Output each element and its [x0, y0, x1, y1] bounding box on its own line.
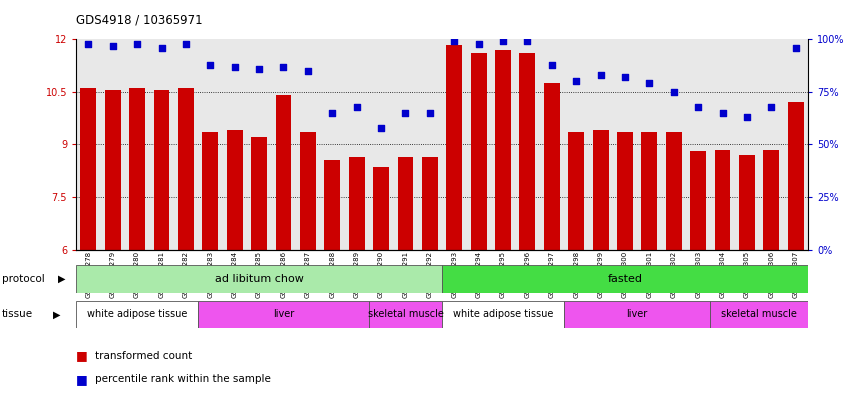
Point	[155, 44, 168, 51]
Point	[374, 125, 387, 131]
Bar	[763, 150, 779, 250]
Text: ▶: ▶	[58, 274, 65, 284]
Bar	[569, 132, 584, 250]
Bar	[227, 130, 243, 250]
Point	[618, 74, 632, 80]
Bar	[544, 83, 560, 250]
Bar	[422, 157, 437, 250]
Bar	[198, 301, 369, 328]
Text: ■: ■	[76, 373, 88, 386]
Point	[423, 110, 437, 116]
Bar	[666, 132, 682, 250]
Point	[545, 61, 558, 68]
Point	[740, 114, 754, 120]
Point	[277, 64, 290, 70]
Bar	[641, 132, 657, 250]
Bar	[369, 301, 442, 328]
Point	[448, 38, 461, 44]
Bar	[470, 53, 486, 250]
Text: white adipose tissue: white adipose tissue	[87, 309, 187, 320]
Text: skeletal muscle: skeletal muscle	[721, 309, 797, 320]
Bar	[178, 88, 194, 250]
Point	[765, 103, 778, 110]
Bar	[447, 44, 462, 250]
Bar	[442, 301, 564, 328]
Point	[130, 40, 144, 47]
Text: ad libitum chow: ad libitum chow	[215, 274, 304, 284]
Text: fasted: fasted	[607, 274, 642, 284]
Point	[204, 61, 217, 68]
Bar	[276, 95, 291, 250]
Bar	[373, 167, 389, 250]
Point	[667, 89, 680, 95]
Text: ▶: ▶	[53, 309, 61, 320]
Bar	[80, 88, 96, 250]
Point	[228, 64, 241, 70]
Point	[691, 103, 705, 110]
Point	[569, 78, 583, 84]
Point	[398, 110, 412, 116]
Text: protocol: protocol	[2, 274, 45, 284]
Text: GDS4918 / 10365971: GDS4918 / 10365971	[76, 14, 203, 27]
Point	[350, 103, 364, 110]
Bar	[564, 301, 711, 328]
Text: liver: liver	[627, 309, 648, 320]
Bar	[711, 301, 808, 328]
Bar	[105, 90, 121, 250]
Bar	[788, 103, 804, 250]
Bar	[739, 155, 755, 250]
Bar	[202, 132, 218, 250]
Point	[789, 44, 803, 51]
Bar	[300, 132, 316, 250]
Bar	[251, 138, 267, 250]
Bar	[76, 301, 198, 328]
Point	[716, 110, 729, 116]
Point	[81, 40, 95, 47]
Bar	[617, 132, 633, 250]
Bar	[129, 88, 145, 250]
Text: liver: liver	[273, 309, 294, 320]
Bar	[76, 265, 442, 293]
Point	[301, 68, 315, 74]
Text: tissue: tissue	[2, 309, 33, 320]
Bar	[398, 157, 414, 250]
Text: transformed count: transformed count	[95, 351, 192, 361]
Bar	[715, 150, 730, 250]
Point	[594, 72, 607, 78]
Text: skeletal muscle: skeletal muscle	[367, 309, 443, 320]
Bar	[519, 53, 536, 250]
Bar	[324, 160, 340, 250]
Point	[497, 38, 510, 44]
Bar	[154, 90, 169, 250]
Text: ■: ■	[76, 349, 88, 362]
Point	[472, 40, 486, 47]
Bar	[495, 50, 511, 250]
Bar	[442, 265, 808, 293]
Bar	[349, 157, 365, 250]
Text: percentile rank within the sample: percentile rank within the sample	[95, 374, 271, 384]
Point	[326, 110, 339, 116]
Bar	[690, 151, 706, 250]
Point	[643, 80, 656, 86]
Point	[252, 66, 266, 72]
Text: white adipose tissue: white adipose tissue	[453, 309, 553, 320]
Point	[179, 40, 193, 47]
Point	[520, 38, 534, 44]
Bar	[593, 130, 608, 250]
Point	[106, 42, 119, 49]
